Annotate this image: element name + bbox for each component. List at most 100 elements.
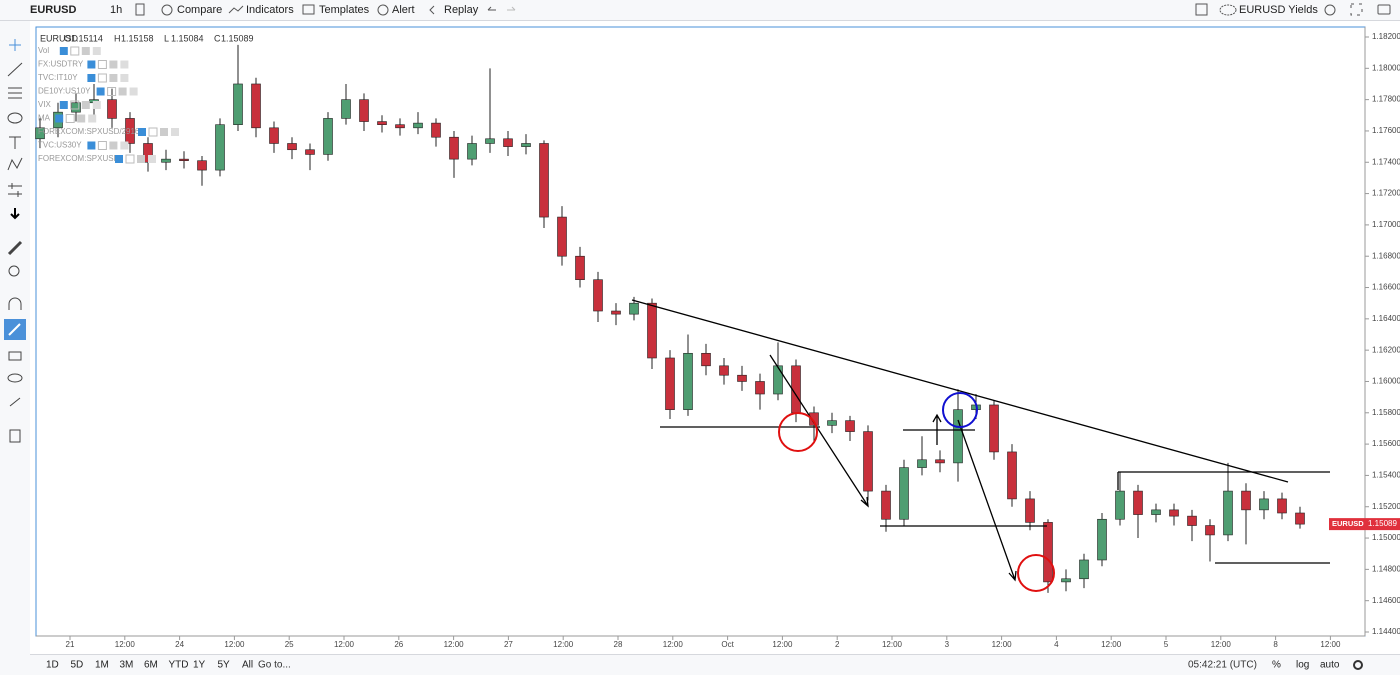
- indicator-settings[interactable]: [87, 60, 96, 69]
- indicator-settings[interactable]: [115, 155, 123, 163]
- circle[interactable]: [1017, 554, 1055, 592]
- snapshot-icon[interactable]: [1377, 4, 1391, 15]
- shape-tool[interactable]: [7, 112, 23, 124]
- indicator-close[interactable]: [92, 101, 101, 109]
- indicator-name[interactable]: VIX: [38, 100, 52, 109]
- indicator-button[interactable]: [97, 141, 107, 150]
- indicator-button[interactable]: [109, 141, 118, 150]
- text-tool[interactable]: [9, 136, 21, 149]
- link-tool[interactable]: [9, 397, 21, 407]
- toolbar-button[interactable]: Templates: [319, 4, 370, 16]
- x-tick-label: 12:00: [334, 640, 355, 649]
- indicator-button[interactable]: [77, 114, 86, 123]
- arrow[interactable]: [957, 419, 1017, 582]
- lock-tool[interactable]: [8, 351, 22, 361]
- circle[interactable]: [778, 412, 818, 452]
- range-button[interactable]: 1M: [95, 660, 109, 671]
- indicator-close[interactable]: [171, 128, 179, 136]
- range-button[interactable]: 1Y: [193, 660, 206, 671]
- toolbar-button[interactable]: Compare: [177, 4, 222, 16]
- indicator-close[interactable]: [120, 74, 129, 82]
- indicator-settings[interactable]: [59, 47, 68, 55]
- range-button[interactable]: 3M: [120, 660, 134, 671]
- layout-name[interactable]: EURUSD Yields: [1239, 4, 1318, 16]
- undo-icon[interactable]: [487, 6, 496, 11]
- indicator-settings[interactable]: [59, 101, 68, 109]
- indicator-close[interactable]: [120, 60, 129, 69]
- crosshair-tool[interactable]: [9, 39, 21, 51]
- indicator-button[interactable]: [97, 73, 107, 83]
- fullscreen-icon[interactable]: [1350, 3, 1363, 16]
- layout-icon[interactable]: [1195, 3, 1208, 16]
- redo-icon[interactable]: [507, 6, 516, 11]
- indicator-button[interactable]: [70, 46, 80, 56]
- indicator-button[interactable]: [160, 128, 168, 136]
- indicator-button[interactable]: [81, 47, 90, 55]
- arrow[interactable]: [769, 354, 869, 508]
- goto-button[interactable]: Go to...: [258, 660, 291, 671]
- indicator-button[interactable]: [148, 127, 158, 137]
- fib-tool[interactable]: [8, 87, 22, 99]
- indicator-settings[interactable]: [138, 128, 146, 136]
- scale-option[interactable]: auto: [1320, 660, 1340, 671]
- magnet-tool[interactable]: [8, 297, 22, 310]
- indicator-name[interactable]: MA: [38, 114, 51, 123]
- indicator-name[interactable]: FX:USDTRY: [38, 60, 84, 69]
- indicator-button[interactable]: [137, 155, 145, 163]
- range-button[interactable]: 6M: [144, 660, 158, 671]
- range-button[interactable]: YTD: [169, 660, 189, 671]
- interval-button[interactable]: 1h: [110, 4, 122, 16]
- prediction-tool[interactable]: [8, 183, 22, 197]
- candle-body: [953, 409, 963, 464]
- settings-icon[interactable]: [1353, 660, 1363, 670]
- range-button[interactable]: All: [242, 660, 253, 671]
- indicator-settings[interactable]: [87, 74, 96, 82]
- indicator-settings[interactable]: [96, 87, 105, 96]
- range-button[interactable]: 5D: [71, 660, 84, 671]
- indicator-button[interactable]: [107, 87, 117, 96]
- ruler-tool[interactable]: [7, 240, 23, 256]
- arrow[interactable]: [932, 413, 942, 445]
- indicator-button[interactable]: [125, 154, 135, 164]
- scale-option[interactable]: %: [1272, 660, 1281, 671]
- scale-option[interactable]: log: [1296, 660, 1309, 671]
- pattern-tool[interactable]: [7, 157, 23, 171]
- x-tick-label: 27: [504, 640, 513, 649]
- indicator-name[interactable]: TVC:IT10Y: [38, 73, 78, 82]
- arrow-tool[interactable]: [10, 208, 20, 220]
- indicator-name[interactable]: DE10Y:US10Y: [38, 87, 91, 96]
- circle[interactable]: [942, 392, 978, 428]
- toolbar-button[interactable]: Replay: [444, 4, 479, 16]
- range-button[interactable]: 1D: [46, 660, 59, 671]
- indicator-settings[interactable]: [55, 114, 64, 123]
- symbol-button[interactable]: EURUSD: [30, 4, 77, 16]
- indicator-name[interactable]: TVC:US30Y: [38, 141, 82, 150]
- candle-body: [1151, 509, 1161, 515]
- indicator-name[interactable]: FOREXCOM:SPXUSD: [38, 154, 120, 163]
- trendline-tool[interactable]: [7, 62, 23, 77]
- indicator-close[interactable]: [129, 87, 138, 96]
- indicator-close[interactable]: [88, 114, 97, 123]
- indicator-button[interactable]: [81, 101, 90, 109]
- indicator-button[interactable]: [70, 100, 80, 110]
- trendline[interactable]: [631, 299, 1289, 483]
- indicator-close[interactable]: [148, 155, 156, 163]
- zoom-tool[interactable]: [8, 265, 20, 277]
- indicator-button[interactable]: [65, 114, 75, 123]
- candle-icon[interactable]: [135, 3, 145, 16]
- toolbar-button[interactable]: Alert: [392, 4, 415, 16]
- range-button[interactable]: 5Y: [218, 660, 231, 671]
- indicator-close[interactable]: [92, 47, 101, 55]
- delete-tool[interactable]: [9, 429, 21, 443]
- indicator-button[interactable]: [109, 60, 118, 69]
- settings-icon[interactable]: [1324, 4, 1336, 16]
- indicator-button[interactable]: [118, 87, 127, 96]
- visibility-tool[interactable]: [7, 373, 23, 383]
- indicator-name[interactable]: Vol: [38, 46, 49, 55]
- indicator-close[interactable]: [120, 141, 129, 150]
- toolbar-button[interactable]: Indicators: [246, 4, 294, 16]
- indicator-button[interactable]: [97, 60, 107, 69]
- indicator-name[interactable]: FOREXCOM:SPXUSD/2916: [38, 127, 140, 136]
- indicator-settings[interactable]: [87, 141, 96, 150]
- indicator-button[interactable]: [109, 74, 118, 82]
